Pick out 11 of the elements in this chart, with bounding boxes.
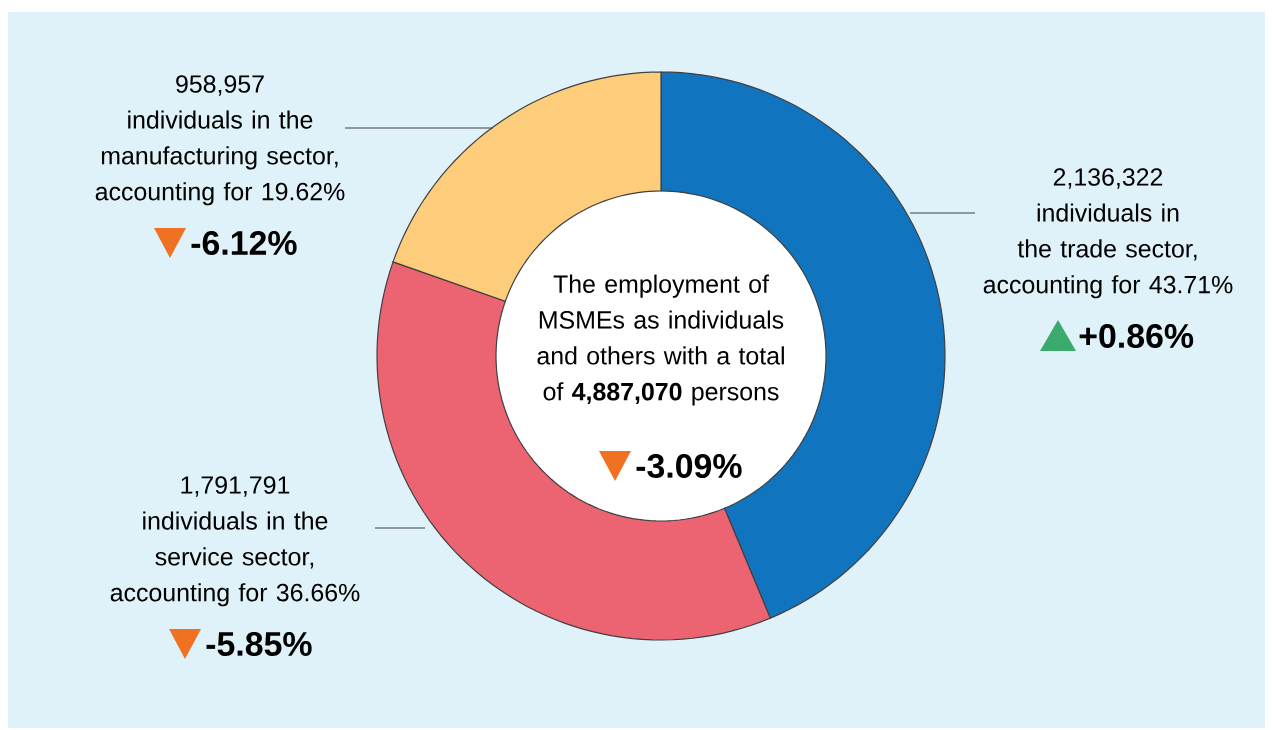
- text: -3.09%: [636, 453, 742, 479]
- text: -5.85%: [206, 632, 312, 656]
- data-label: 2,136,322: [1053, 168, 1163, 189]
- slice-label: individuals in the manufacturing sector, accounting for 19.62%: [95, 110, 345, 206]
- text: The employment of MSMEs as individuals and others with a total of 4,887,070 persons: [537, 274, 784, 406]
- slice-label: individuals in the service sector, accounting for 36.66%: [110, 511, 360, 607]
- text: -6.12%: [191, 231, 297, 255]
- data-label: 958,957: [176, 75, 264, 96]
- slice-label: individuals in the trade sector, accounting for 43.71%: [983, 203, 1233, 299]
- text: +0.86%: [1079, 324, 1194, 348]
- data-label: 1,791,791: [181, 476, 290, 497]
